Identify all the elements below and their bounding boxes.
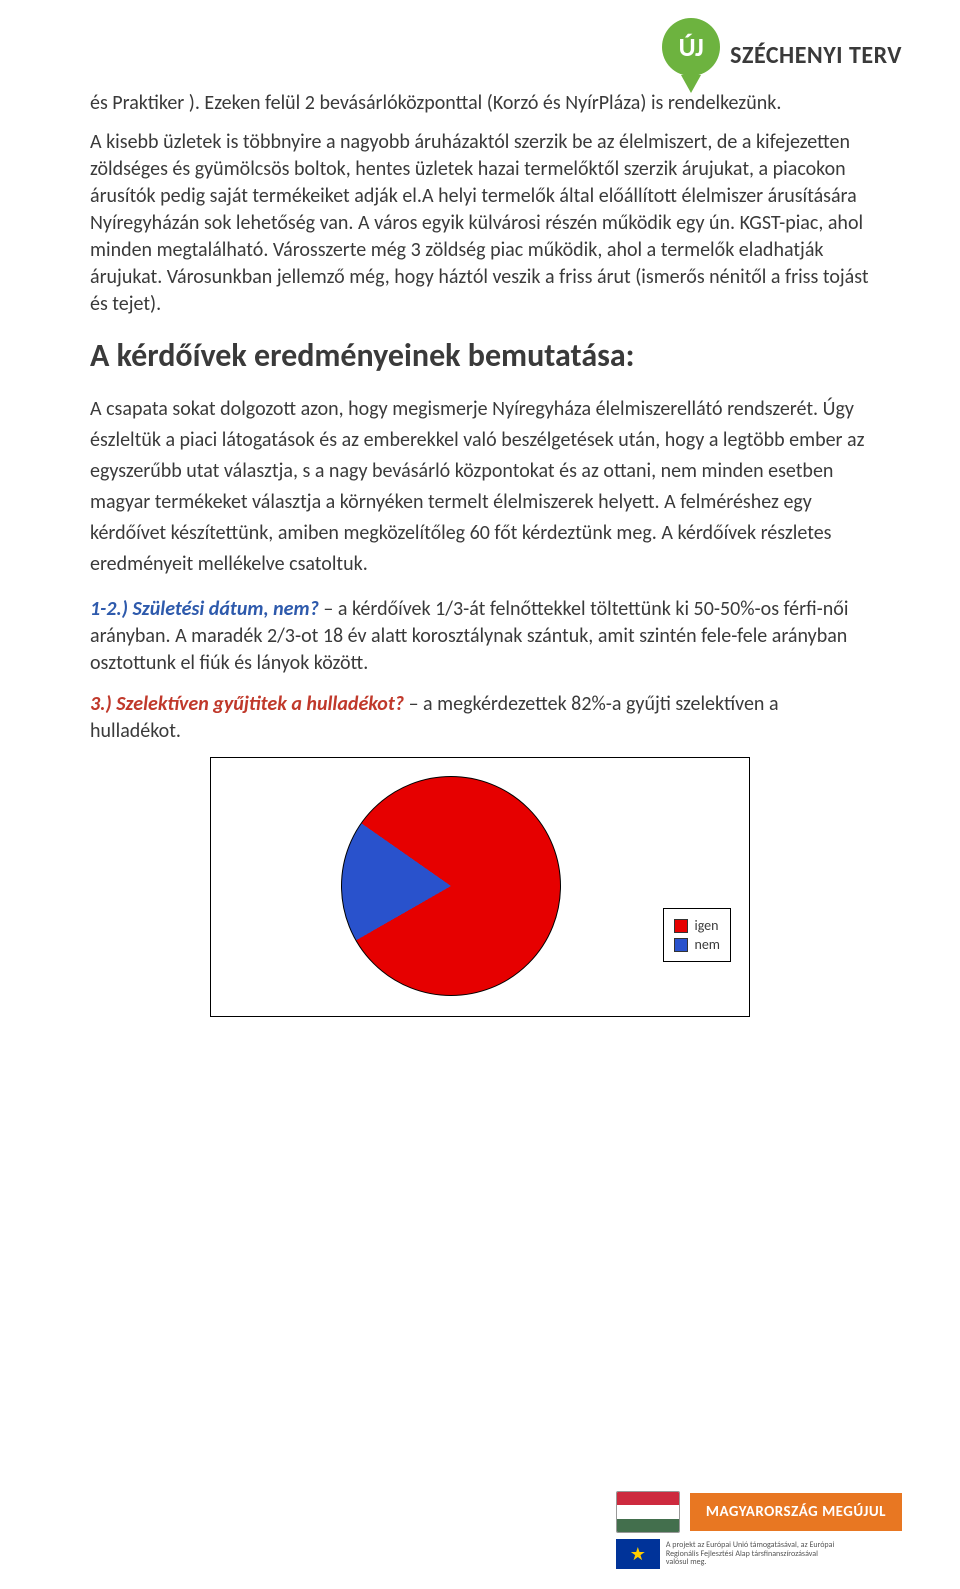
eu-cofinance-text: A projekt az Európai Unió támogatásával,… (666, 1541, 836, 1567)
logo-circle: ÚJ (662, 18, 720, 76)
legend-label-nem: nem (694, 936, 720, 953)
magyarorszag-megujul-badge: MAGYARORSZÁG MEGÚJUL (690, 1493, 902, 1531)
logo-tail-icon (681, 75, 701, 93)
question-3-label: 3.) Szelektíven gyűjtitek a hulladékot? (90, 692, 404, 716)
question-3: 3.) Szelektíven gyűjtitek a hulladékot? … (90, 691, 870, 745)
logo-badge: ÚJ (662, 18, 720, 93)
logo-text: SZÉCHENYI TERV (730, 41, 902, 70)
legend-swatch-nem (674, 938, 688, 952)
hungary-flag-icon (616, 1491, 680, 1533)
legend-swatch-igen (674, 919, 688, 933)
paragraph-2: A kisebb üzletek is többnyire a nagyobb … (90, 129, 870, 318)
document-page: ÚJ SZÉCHENYI TERV és Praktiker ). Ezeken… (0, 0, 960, 1589)
eu-flag-icon: ★ (616, 1539, 660, 1569)
legend-item-nem: nem (674, 936, 720, 953)
chart-legend: igen nem (663, 908, 731, 962)
paragraph-1: és Praktiker ). Ezeken felül 2 bevásárló… (90, 90, 870, 117)
legend-item-igen: igen (674, 917, 720, 934)
eu-cofinance-block: ★ A projekt az Európai Unió támogatásáva… (616, 1539, 836, 1569)
section-heading: A kérdőívek eredményeinek bemutatása: (90, 336, 870, 376)
paragraph-3: A csapata sokat dolgozott azon, hogy meg… (90, 394, 870, 580)
pie-chart-container: igen nem (210, 757, 750, 1017)
header-logo: ÚJ SZÉCHENYI TERV (662, 18, 902, 93)
question-1-2: 1-2.) Születési dátum, nem? – a kérdőíve… (90, 596, 870, 677)
legend-label-igen: igen (694, 917, 718, 934)
pie-slice-group (341, 776, 561, 996)
pie-chart (341, 776, 561, 996)
question-1-2-label: 1-2.) Születési dátum, nem? (90, 597, 319, 621)
footer-block: MAGYARORSZÁG MEGÚJUL ★ A projekt az Euró… (616, 1491, 902, 1569)
